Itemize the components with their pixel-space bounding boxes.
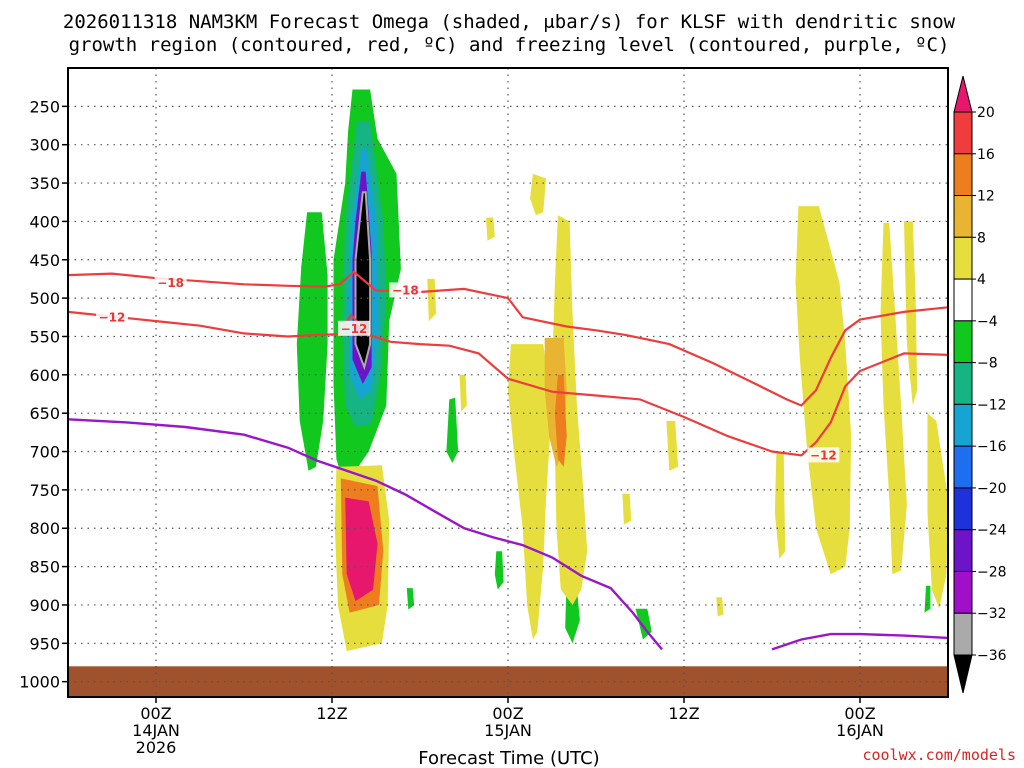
omega-region-24 xyxy=(622,493,632,525)
omega-region-26 xyxy=(880,222,907,575)
colorbar-label-7: −12 xyxy=(977,397,1007,413)
red-contour-label-4: −12 xyxy=(810,448,837,462)
colorbar-label-10: −24 xyxy=(977,523,1007,539)
omega-region-1 xyxy=(296,212,328,471)
red-contour-label-bg-1 xyxy=(389,282,422,298)
colorbar-block-8 xyxy=(953,403,973,447)
y-tick-label-250: 250 xyxy=(29,97,60,116)
colorbar-block-1 xyxy=(953,111,973,155)
colorbar-block-11 xyxy=(953,529,973,572)
colorbar-block-9 xyxy=(953,445,973,489)
y-tick-label-500: 500 xyxy=(29,289,60,308)
y-tick-label-300: 300 xyxy=(29,136,60,155)
x-tick-label-54-1: 16JAN xyxy=(836,721,884,740)
red-contour-label-3: −12 xyxy=(341,322,368,336)
x-tick-label-30-0: 00Z xyxy=(492,704,523,723)
omega-region-23 xyxy=(666,420,679,471)
red-contour-label-1: −18 xyxy=(392,283,419,297)
colorbar-label-8: −16 xyxy=(977,439,1007,455)
omega-region-7 xyxy=(494,551,504,590)
colorbar-block-5 xyxy=(953,278,973,322)
contour-layer: −18 −18 −12 −12 −12 xyxy=(68,270,948,651)
chart-title-line-2: growth region (contoured, red, ºC) and f… xyxy=(69,34,950,56)
colorbar-label-5: −4 xyxy=(977,314,998,330)
y-tick-label-900: 900 xyxy=(29,596,60,615)
colorbar-label-6: −8 xyxy=(977,356,998,372)
x-tick-label-18-0: 12Z xyxy=(316,704,347,723)
colorbar-block-6 xyxy=(953,320,973,364)
x-tick-label-54-0: 00Z xyxy=(844,704,875,723)
colorbar-label-11: −28 xyxy=(977,564,1007,580)
omega-region-30 xyxy=(716,597,724,617)
freezing-level-line-1 xyxy=(771,632,948,651)
terrain-fill xyxy=(68,666,948,697)
y-tick-label-550: 550 xyxy=(29,327,60,346)
credit-link[interactable]: coolwx.com/models xyxy=(862,746,1016,764)
freezing-level-line-0 xyxy=(68,418,663,651)
colorbar-label-3: 8 xyxy=(977,230,986,246)
omega-region-28 xyxy=(927,413,948,609)
omega-region-20 xyxy=(486,217,495,241)
red-contour-label-bg-4 xyxy=(807,447,840,463)
colorbar-block-7 xyxy=(953,362,973,405)
colorbar: 20 16 12 8 4 −4 −8 −12 −16 −20 −24 −28 −32 −36 xyxy=(953,75,1007,694)
x-tick-label-6-2: 2026 xyxy=(136,738,177,757)
omega-region-22 xyxy=(459,374,467,412)
red-contour-label-2: −12 xyxy=(99,310,126,324)
colorbar-label-13: −36 xyxy=(977,648,1007,664)
colorbar-block-12 xyxy=(953,570,973,614)
colorbar-label-0: 20 xyxy=(977,105,995,121)
red-contour-label-bg-0 xyxy=(154,274,187,290)
colorbar-block-10 xyxy=(953,487,973,531)
red-contour-label-bg-2 xyxy=(96,309,128,325)
chart-title-line-1: 2026011318 NAM3KM Forecast Omega (shaded… xyxy=(63,11,956,33)
omega-region-11 xyxy=(924,585,931,613)
y-tick-label-600: 600 xyxy=(29,366,60,385)
y-tick-label-350: 350 xyxy=(29,174,60,193)
colorbar-label-4: 4 xyxy=(977,272,986,288)
omega-region-9 xyxy=(406,588,415,610)
red-contour-label-0: −18 xyxy=(157,276,184,290)
x-tick-label-30-1: 15JAN xyxy=(484,721,532,740)
omega-region-17 xyxy=(508,344,552,640)
colorbar-block-13 xyxy=(953,612,973,656)
omega-region-14 xyxy=(345,497,378,602)
axis-layer: 250 300 350 400 450 500 550 600 650 700 750 800 850 9… xyxy=(19,67,949,757)
colorbar-label-9: −20 xyxy=(977,481,1007,497)
y-tick-label-950: 950 xyxy=(29,634,60,653)
red-contour-line-1 xyxy=(68,310,948,457)
x-axis-title: Forecast Time (UTC) xyxy=(418,748,599,768)
colorbar-label-12: −32 xyxy=(977,606,1007,622)
omega-region-19 xyxy=(554,374,567,467)
colorbar-block-2 xyxy=(953,153,973,197)
x-tick-label-6-0: 00Z xyxy=(140,704,171,723)
red-contour-label-bg-3 xyxy=(338,320,370,336)
omega-region-21 xyxy=(427,278,437,322)
omega-region-16 xyxy=(552,215,588,606)
y-tick-label-700: 700 xyxy=(29,443,60,462)
y-tick-label-750: 750 xyxy=(29,481,60,500)
omega-region-15 xyxy=(530,173,547,216)
y-tick-label-400: 400 xyxy=(29,212,60,231)
x-tick-label-42-0: 12Z xyxy=(668,704,699,723)
y-tick-label-1000: 1000 xyxy=(19,673,60,692)
y-tick-label-650: 650 xyxy=(29,404,60,423)
y-tick-label-800: 800 xyxy=(29,519,60,538)
omega-region-29 xyxy=(774,451,786,559)
colorbar-label-2: 12 xyxy=(977,189,995,205)
colorbar-bottom-triangle xyxy=(953,654,973,694)
colorbar-label-1: 16 xyxy=(977,147,995,163)
y-tick-label-450: 450 xyxy=(29,251,60,270)
red-contour-line-0 xyxy=(68,270,948,407)
grid-layer xyxy=(68,68,948,697)
x-tick-label-6-1: 14JAN xyxy=(132,721,180,740)
omega-region-6 xyxy=(446,397,459,463)
colorbar-block-3 xyxy=(953,195,973,238)
omega-region-27 xyxy=(904,221,918,406)
colorbar-block-4 xyxy=(953,236,973,280)
y-tick-label-850: 850 xyxy=(29,558,60,577)
